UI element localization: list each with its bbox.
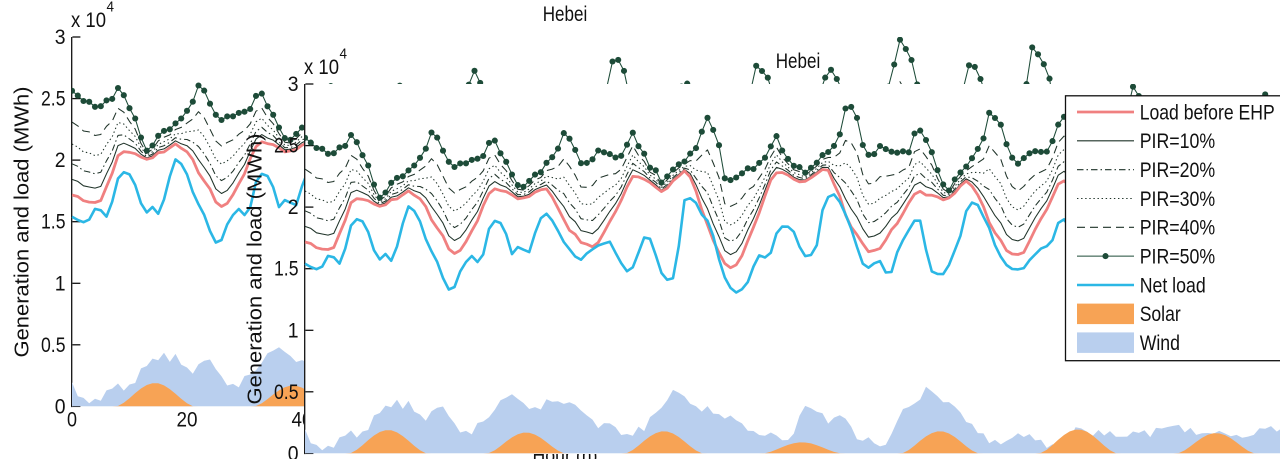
svg-text:PIR=30%: PIR=30% xyxy=(1140,188,1216,211)
svg-text:Load before EHP: Load before EHP xyxy=(1140,101,1275,124)
svg-text:Net load: Net load xyxy=(1140,274,1206,297)
svg-text:PIR=40%: PIR=40% xyxy=(1140,217,1216,240)
svg-text:PIR=50%: PIR=50% xyxy=(1140,245,1216,268)
svg-text:PIR=10%: PIR=10% xyxy=(1140,130,1216,153)
svg-text:Solar: Solar xyxy=(1140,303,1181,326)
svg-text:Wind: Wind xyxy=(1140,332,1180,355)
svg-text:PIR=20%: PIR=20% xyxy=(1140,159,1216,182)
